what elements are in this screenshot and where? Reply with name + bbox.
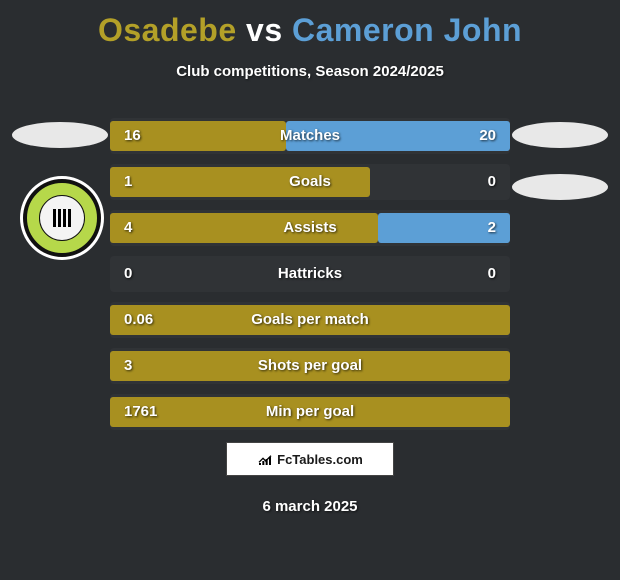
subtitle: Club competitions, Season 2024/2025 xyxy=(0,63,620,80)
stat-row: Goals per match0.06 xyxy=(110,302,510,338)
stat-label: Goals xyxy=(110,164,510,200)
stat-row: Hattricks0 0 xyxy=(110,256,510,292)
club-badge xyxy=(20,176,104,260)
stat-label: Shots per goal xyxy=(110,348,510,384)
badge-stripes xyxy=(40,196,84,240)
player2-name: Cameron John xyxy=(292,12,522,48)
stat-value-right: 20 xyxy=(479,118,496,154)
stat-label: Goals per match xyxy=(110,302,510,338)
stat-value-left: 0 xyxy=(124,256,132,292)
chart-icon xyxy=(257,451,273,467)
stat-value-right: 0 xyxy=(488,256,496,292)
stat-row: Matches16 20 xyxy=(110,118,510,154)
stats-chart: Matches1620Goals10Assists42Hattricks00Go… xyxy=(110,118,510,440)
stat-value-right: 0 xyxy=(488,164,496,200)
stat-label: Hattricks xyxy=(110,256,510,292)
stat-label: Min per goal xyxy=(110,394,510,430)
stat-label: Matches xyxy=(110,118,510,154)
stat-label: Assists xyxy=(110,210,510,246)
stat-value-left: 0.06 xyxy=(124,302,153,338)
stat-value-left: 16 xyxy=(124,118,141,154)
stat-row: Goals1 0 xyxy=(110,164,510,200)
stat-row: Shots per goal3 xyxy=(110,348,510,384)
date-text: 6 march 2025 xyxy=(0,498,620,515)
player2-club-placeholder xyxy=(512,174,608,200)
stat-value-left: 1 xyxy=(124,164,132,200)
stat-row: Assists4 2 xyxy=(110,210,510,246)
stat-value-left: 1761 xyxy=(124,394,157,430)
vs-text: vs xyxy=(246,12,283,48)
stat-row: Min per goal1761 xyxy=(110,394,510,430)
player1-name: Osadebe xyxy=(98,12,237,48)
player2-photo-placeholder xyxy=(512,122,608,148)
page-title: Osadebe vs Cameron John xyxy=(0,0,620,49)
stat-value-left: 4 xyxy=(124,210,132,246)
player1-photo-placeholder xyxy=(12,122,108,148)
stat-value-right: 2 xyxy=(488,210,496,246)
brand-box[interactable]: FcTables.com xyxy=(226,442,394,476)
brand-text: FcTables.com xyxy=(277,452,363,467)
stat-value-left: 3 xyxy=(124,348,132,384)
